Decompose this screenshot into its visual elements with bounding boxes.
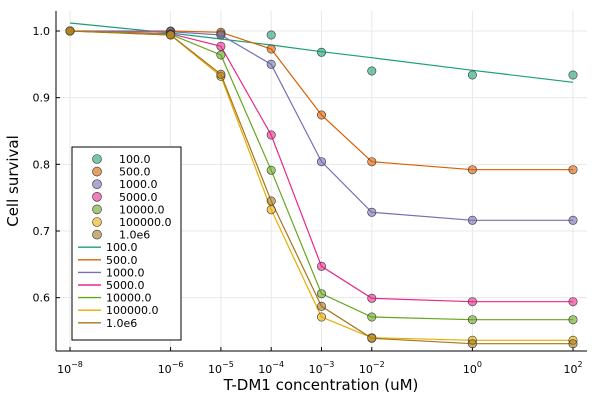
series-line-100.0 — [69, 22, 574, 83]
legend-marker — [92, 154, 102, 164]
data-point-10000.0 — [316, 289, 326, 299]
data-point-5000.0 — [266, 130, 276, 140]
legend-label: 1.0e6 — [119, 229, 150, 242]
x-tick-label: 10−5 — [208, 360, 234, 376]
x-tick-label: 10−2 — [359, 360, 385, 376]
data-point-1000.0 — [316, 157, 326, 167]
legend: 100.0500.01000.05000.010000.0100000.01.0… — [71, 146, 182, 341]
legend-label: 1000.0 — [119, 178, 158, 191]
y-tick-label: 0.7 — [33, 225, 51, 238]
data-point-1.0e6 — [568, 339, 578, 349]
legend-label: 500.0 — [119, 166, 151, 179]
x-axis-title: T-DM1 concentration (uM) — [223, 376, 419, 394]
legend-box — [71, 146, 182, 341]
legend-label: 5000.0 — [119, 191, 158, 204]
legend-label: 1.0e6 — [106, 317, 137, 330]
data-point-500.0 — [367, 157, 377, 167]
data-point-1.0e6 — [316, 301, 326, 311]
data-point-10000.0 — [568, 315, 578, 325]
data-point-10000.0 — [467, 315, 477, 325]
series-lines — [69, 22, 574, 345]
data-point-1.0e6 — [367, 333, 377, 343]
data-point-100.0 — [467, 70, 477, 80]
legend-label: 10000.0 — [106, 292, 152, 305]
axis-ticks: 10−8 10−6 10−5 10−4 10−3 10−2 100 102 0.6 0.7 0.8 0… — [33, 25, 583, 376]
legend-marker — [92, 204, 102, 215]
series-line-5000.0 — [69, 30, 573, 303]
legend-label: 100.0 — [119, 153, 151, 166]
data-point-100.0 — [568, 70, 578, 80]
y-tick-label: 0.9 — [33, 92, 51, 105]
legend-label: 1000.0 — [106, 266, 145, 279]
data-point-100.0 — [316, 47, 326, 57]
y-tick-label: 1.0 — [33, 25, 51, 38]
x-tick-label: 10−4 — [258, 360, 284, 376]
series-line-500.0 — [70, 30, 573, 171]
legend-marker — [92, 192, 102, 202]
legend-label: 100.0 — [106, 241, 138, 254]
x-tick-label: 102 — [563, 360, 582, 376]
data-point-100.0 — [367, 66, 377, 76]
data-point-5000.0 — [316, 261, 326, 271]
series-line-1000.0 — [69, 30, 573, 221]
data-point-10000.0 — [216, 50, 226, 60]
data-point-1000.0 — [367, 207, 377, 217]
data-point-500.0 — [568, 165, 578, 175]
data-point-1000.0 — [467, 215, 477, 225]
x-tick-label: 10−8 — [57, 360, 83, 376]
data-point-100.0 — [266, 30, 276, 40]
data-point-1.0e6 — [65, 26, 75, 36]
data-point-500.0 — [316, 110, 326, 120]
series-line-1.0e6 — [69, 30, 573, 345]
data-point-10000.0 — [367, 312, 377, 322]
data-point-500.0 — [467, 165, 477, 175]
data-point-5000.0 — [568, 297, 578, 307]
legend-marker — [92, 166, 102, 177]
data-point-1000.0 — [216, 30, 226, 40]
data-point-100000.0 — [316, 312, 326, 322]
legend-marker — [92, 179, 102, 189]
legend-label: 10000.0 — [119, 203, 165, 216]
legend-label: 5000.0 — [106, 279, 145, 292]
data-point-10000.0 — [266, 165, 276, 175]
data-point-1.0e6 — [166, 30, 176, 40]
series-points — [65, 26, 578, 349]
data-point-1000.0 — [568, 215, 578, 225]
x-tick-label: 10−6 — [158, 360, 184, 376]
legend-marker — [92, 229, 102, 240]
legend-label: 500.0 — [106, 254, 138, 267]
data-point-1000.0 — [266, 59, 276, 69]
legend-marker — [92, 217, 102, 227]
y-tick-label: 0.8 — [33, 158, 51, 171]
data-point-1.0e6 — [216, 69, 226, 79]
x-tick-label: 10−3 — [309, 360, 335, 376]
data-point-1.0e6 — [467, 339, 477, 349]
legend-label: 100000.0 — [106, 304, 159, 317]
data-point-500.0 — [266, 44, 276, 54]
data-point-5000.0 — [467, 297, 477, 307]
data-point-5000.0 — [367, 293, 377, 303]
series-line-10000.0 — [69, 30, 573, 321]
data-point-1.0e6 — [266, 196, 276, 206]
y-axis-title: Cell survival — [4, 135, 22, 227]
data-point-5000.0 — [216, 41, 226, 51]
x-tick-label: 100 — [463, 360, 482, 376]
data-point-100000.0 — [266, 205, 276, 215]
legend-label: 100000.0 — [119, 216, 172, 229]
y-tick-label: 0.6 — [33, 292, 51, 305]
